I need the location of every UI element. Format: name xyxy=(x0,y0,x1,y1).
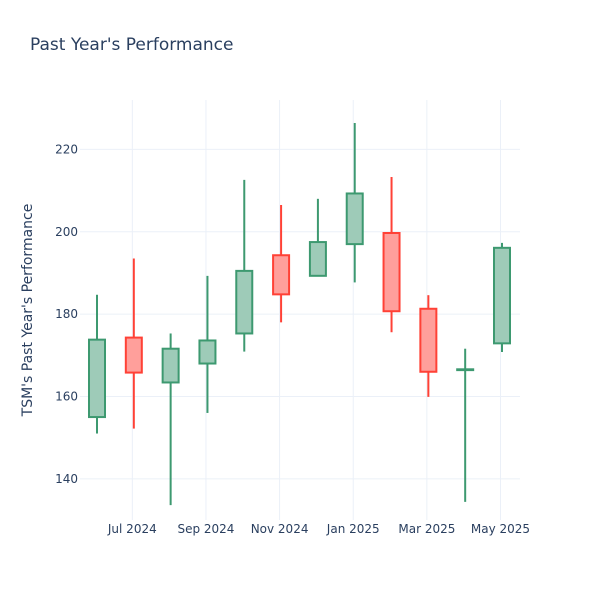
candle-2024-07 xyxy=(124,258,143,429)
x-tick-label: Mar 2025 xyxy=(398,522,455,536)
candle-body xyxy=(419,307,438,373)
x-tick-label: May 2025 xyxy=(471,522,530,536)
candle-body xyxy=(493,246,511,345)
x-tick-label: Jul 2024 xyxy=(107,522,157,536)
y-tick-label: 180 xyxy=(55,307,78,321)
y-tick-label: 220 xyxy=(55,142,78,156)
candle-body xyxy=(88,338,106,419)
candle-body xyxy=(124,336,143,374)
y-tick-label: 200 xyxy=(55,225,78,239)
y-axis-label: TSM's Past Year's Performance xyxy=(20,204,36,418)
candle-2025-03 xyxy=(419,295,438,397)
chart-title: Past Year's Performance xyxy=(30,35,234,55)
x-axis-ticks: Jul 2024 Sep 2024 Nov 2024 Jan 2025 Mar 2025… xyxy=(107,522,530,536)
candle-2024-08 xyxy=(161,333,180,506)
candle-body xyxy=(198,339,217,365)
candle-body xyxy=(161,347,180,384)
candle-2024-09 xyxy=(198,275,217,413)
candle-2025-02 xyxy=(382,177,401,333)
y-tick-label: 140 xyxy=(55,472,78,486)
candle-2024-12 xyxy=(308,198,327,277)
x-tick-label: Sep 2024 xyxy=(177,522,234,536)
candle-body xyxy=(235,269,254,335)
candle-2024-11 xyxy=(272,205,291,323)
candles xyxy=(88,123,511,506)
candle-2024-06 xyxy=(88,294,106,434)
y-tick-label: 160 xyxy=(55,389,78,403)
candle-2025-01 xyxy=(345,123,364,283)
x-tick-label: Nov 2024 xyxy=(251,522,309,536)
candle-2025-05 xyxy=(493,242,511,352)
x-tick-label: Jan 2025 xyxy=(326,522,380,536)
candle-body xyxy=(382,232,401,313)
candle-2025-04 xyxy=(456,348,475,502)
candle-2024-10 xyxy=(235,179,254,352)
candle-body xyxy=(272,254,291,296)
candle-body xyxy=(456,368,475,372)
candle-body xyxy=(308,241,327,277)
grid xyxy=(80,100,520,520)
candle-body xyxy=(345,192,364,246)
y-axis-ticks: 140 160 180 200 220 xyxy=(55,142,78,485)
